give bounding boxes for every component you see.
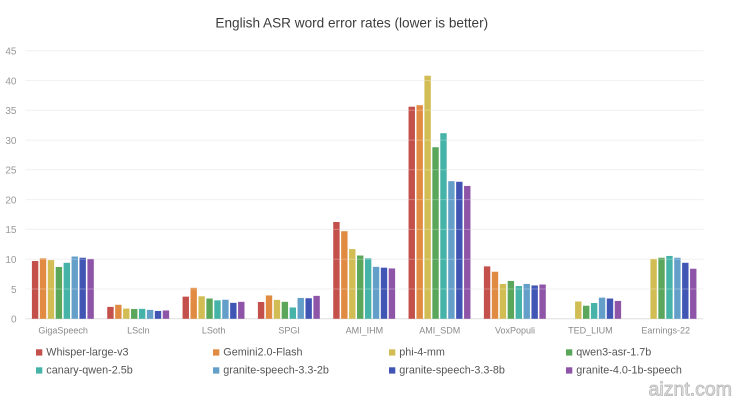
svg-text:45: 45 <box>5 47 17 58</box>
svg-text:LScln: LScln <box>127 326 150 336</box>
svg-text:SPGI: SPGI <box>278 326 300 336</box>
svg-text:granite-4.0-1b-speech: granite-4.0-1b-speech <box>576 364 682 376</box>
svg-text:AMI_IHM: AMI_IHM <box>346 326 384 336</box>
svg-text:Whisper-large-v3: Whisper-large-v3 <box>46 346 128 358</box>
svg-text:LSoth: LSoth <box>202 326 226 336</box>
svg-text:25: 25 <box>5 166 17 177</box>
svg-text:30: 30 <box>5 136 17 147</box>
svg-text:granite-speech-3.3-8b: granite-speech-3.3-8b <box>399 364 505 376</box>
svg-text:0: 0 <box>11 315 17 326</box>
svg-text:English ASR word error rates (: English ASR word error rates (lower is b… <box>215 15 488 30</box>
svg-text:5: 5 <box>11 285 17 296</box>
svg-text:phi-4-mm: phi-4-mm <box>399 346 445 358</box>
svg-text:35: 35 <box>5 106 17 117</box>
svg-text:aiznt.com: aiznt.com <box>649 379 732 401</box>
svg-text:20: 20 <box>5 195 17 206</box>
svg-text:canary-qwen-2.5b: canary-qwen-2.5b <box>46 364 132 376</box>
svg-text:qwen3-asr-1.7b: qwen3-asr-1.7b <box>576 346 651 358</box>
svg-text:AMI_SDM: AMI_SDM <box>419 326 460 336</box>
svg-text:10: 10 <box>5 255 17 266</box>
svg-text:15: 15 <box>5 225 17 236</box>
svg-text:granite-speech-3.3-2b: granite-speech-3.3-2b <box>223 364 329 376</box>
svg-text:VoxPopuli: VoxPopuli <box>495 326 535 336</box>
svg-text:Earnings-22: Earnings-22 <box>641 326 690 336</box>
svg-text:40: 40 <box>5 76 17 87</box>
svg-text:GigaSpeech: GigaSpeech <box>38 326 88 336</box>
svg-text:TED_LIUM: TED_LIUM <box>568 326 613 336</box>
svg-text:Gemini2.0-Flash: Gemini2.0-Flash <box>223 346 302 358</box>
